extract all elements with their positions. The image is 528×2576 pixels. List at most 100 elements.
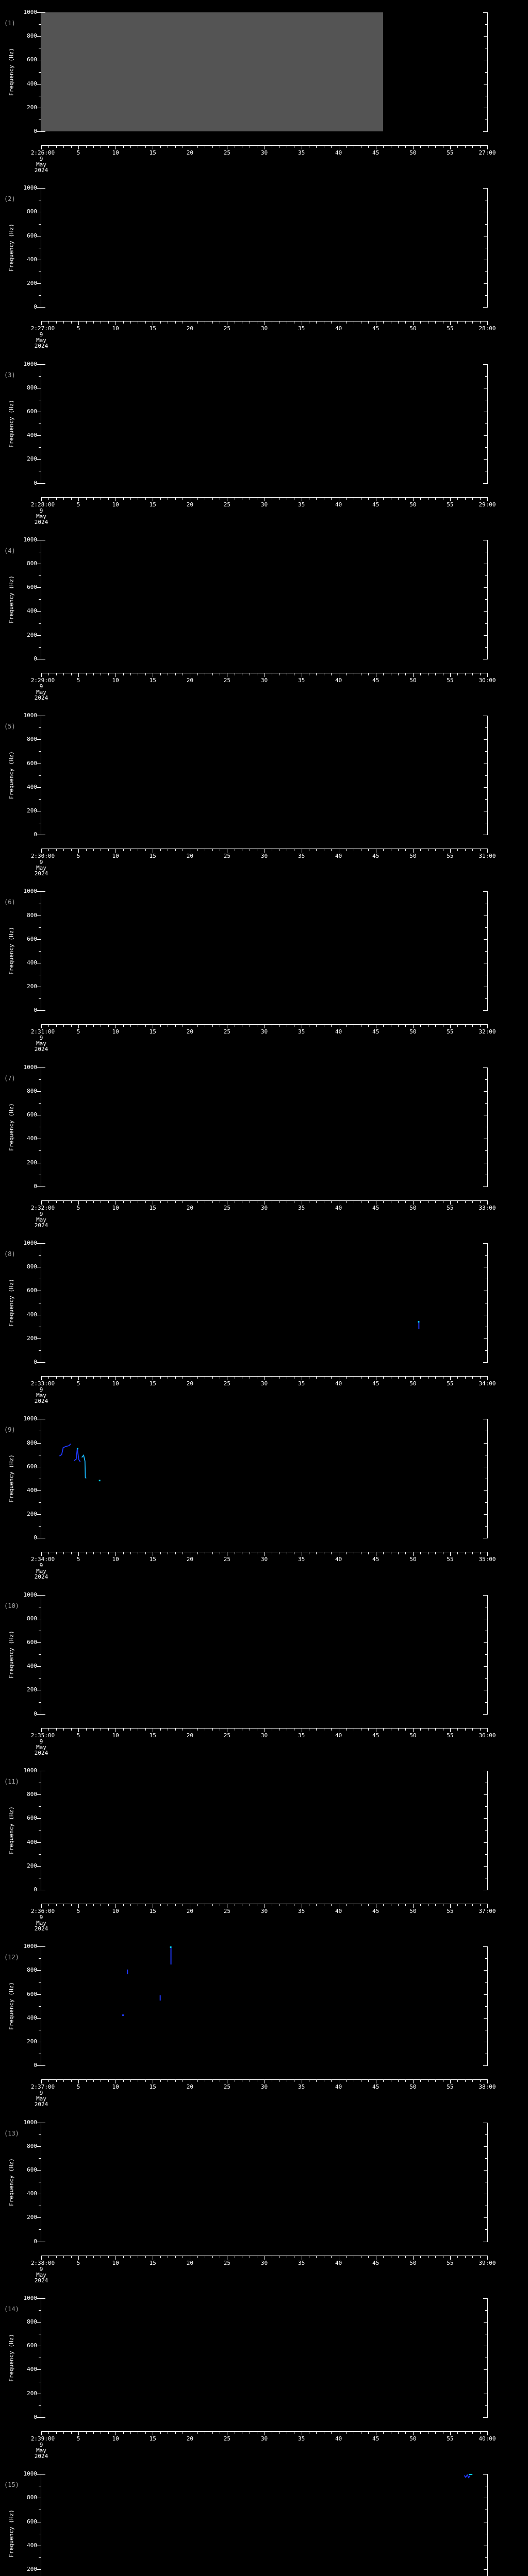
y-tick — [37, 1443, 41, 1444]
x-tick — [465, 1904, 466, 1906]
y-tick — [485, 647, 487, 648]
start-time-label: 2:38:00 — [30, 2259, 55, 2266]
x-tick-label: 15 — [149, 1204, 156, 1211]
x-tick-label: 10 — [112, 1028, 119, 1036]
y-tick — [37, 635, 41, 636]
x-tick — [130, 1728, 131, 1731]
x-tick — [450, 1200, 451, 1205]
x-tick — [63, 497, 64, 500]
x-tick-label: 45 — [372, 501, 380, 508]
x-tick — [487, 321, 488, 326]
y-tick — [485, 1678, 487, 1679]
x-tick-label: 55 — [447, 325, 454, 332]
x-tick-label: 10 — [112, 1380, 119, 1387]
y-tick-label: 400 — [27, 1311, 37, 1318]
x-tick — [108, 849, 109, 852]
x-tick — [405, 497, 406, 500]
x-tick — [212, 1377, 213, 1379]
x-tick — [71, 1025, 72, 1027]
x-tick — [130, 849, 131, 852]
x-tick-label: 40 — [335, 1028, 342, 1036]
x-tick — [420, 2431, 421, 2434]
x-tick — [472, 2256, 473, 2258]
x-tick-label: 30 — [260, 325, 268, 332]
spectrogram-panel: 0 200 400 600 800 1000 (14) Frequency (Hz) 2:39:… — [0, 2286, 528, 2462]
x-tick — [487, 673, 488, 677]
y-tick — [484, 1067, 487, 1068]
y-tick — [485, 1502, 487, 1503]
start-time-label: 2:30:00 — [30, 853, 55, 860]
x-tick-label: 30 — [260, 2083, 268, 2091]
y-tick — [37, 2065, 41, 2066]
x-tick — [398, 1728, 399, 1731]
x-tick-label: 30 — [260, 149, 268, 156]
x-tick — [48, 1200, 50, 1203]
y-tick — [484, 2569, 487, 2570]
x-tick — [212, 1025, 213, 1027]
x-tick — [465, 2431, 466, 2434]
x-tick — [78, 146, 79, 149]
x-tick-label: 15 — [149, 1380, 156, 1387]
y-tick — [37, 2569, 41, 2570]
y-axis-cap — [41, 1067, 45, 1068]
x-tick — [487, 2256, 488, 2260]
x-tick — [93, 1025, 94, 1027]
y-axis-title: Frequency (Hz) — [8, 224, 15, 272]
x-tick — [412, 1552, 414, 1556]
x-tick — [398, 1552, 399, 1555]
x-tick — [160, 1728, 161, 1731]
x-tick — [465, 1377, 466, 1379]
y-tick — [484, 1490, 487, 1491]
x-tick — [472, 673, 473, 675]
x-tick — [108, 2080, 109, 2082]
x-tick — [331, 2256, 332, 2258]
y-tick — [39, 623, 41, 624]
y-tick — [39, 727, 41, 728]
x-tick — [197, 2080, 198, 2082]
event-overlay — [122, 1946, 172, 2016]
date-line: 9 — [39, 156, 43, 162]
y-tick-label: 1000 — [23, 184, 38, 192]
y-tick — [37, 2369, 41, 2370]
x-tick-label: 35 — [298, 2083, 305, 2091]
date-line: 9 — [39, 2090, 43, 2097]
x-tick — [212, 849, 213, 852]
y-tick-label: 200 — [27, 1511, 37, 1518]
x-tick — [123, 1904, 124, 1906]
x-tick — [368, 1728, 369, 1731]
x-tick-label: 55 — [447, 501, 454, 508]
x-tick — [316, 497, 317, 500]
x-tick — [316, 1200, 317, 1203]
y-tick-label: 200 — [27, 1686, 37, 1693]
panel-number-label: (3) — [4, 371, 15, 379]
x-tick — [93, 2080, 94, 2082]
x-tick-label: 50 — [409, 1380, 417, 1387]
y-axis-title: Frequency (Hz) — [8, 2510, 15, 2557]
x-tick-label: 20 — [186, 1028, 193, 1036]
x-tick — [175, 321, 176, 324]
date-line: 2024 — [34, 2452, 48, 2460]
x-tick — [63, 1200, 64, 1203]
end-time-label: 28:00 — [478, 325, 496, 332]
y-tick — [39, 1806, 41, 1807]
x-tick-label: 40 — [335, 1380, 342, 1387]
y-tick-label: 0 — [34, 1710, 37, 1717]
date-line: May — [36, 161, 46, 168]
x-tick — [212, 1200, 213, 1203]
x-tick — [86, 2256, 87, 2258]
x-tick — [78, 497, 79, 501]
x-tick-label: 40 — [335, 501, 342, 508]
x-tick — [160, 1552, 161, 1555]
y-tick — [484, 1818, 487, 1819]
panel-number-label: (7) — [4, 1074, 15, 1082]
y-axis-title: Frequency (Hz) — [8, 575, 15, 623]
x-tick — [71, 497, 72, 500]
start-time-label: 2:39:00 — [30, 2435, 55, 2442]
y-tick — [37, 1642, 41, 1643]
event-overlay — [41, 2298, 487, 2417]
x-tick-label: 40 — [335, 676, 342, 684]
y-tick — [485, 727, 487, 728]
panel-number-label: (2) — [4, 195, 15, 203]
x-tick — [197, 1025, 198, 1027]
x-tick — [405, 849, 406, 852]
